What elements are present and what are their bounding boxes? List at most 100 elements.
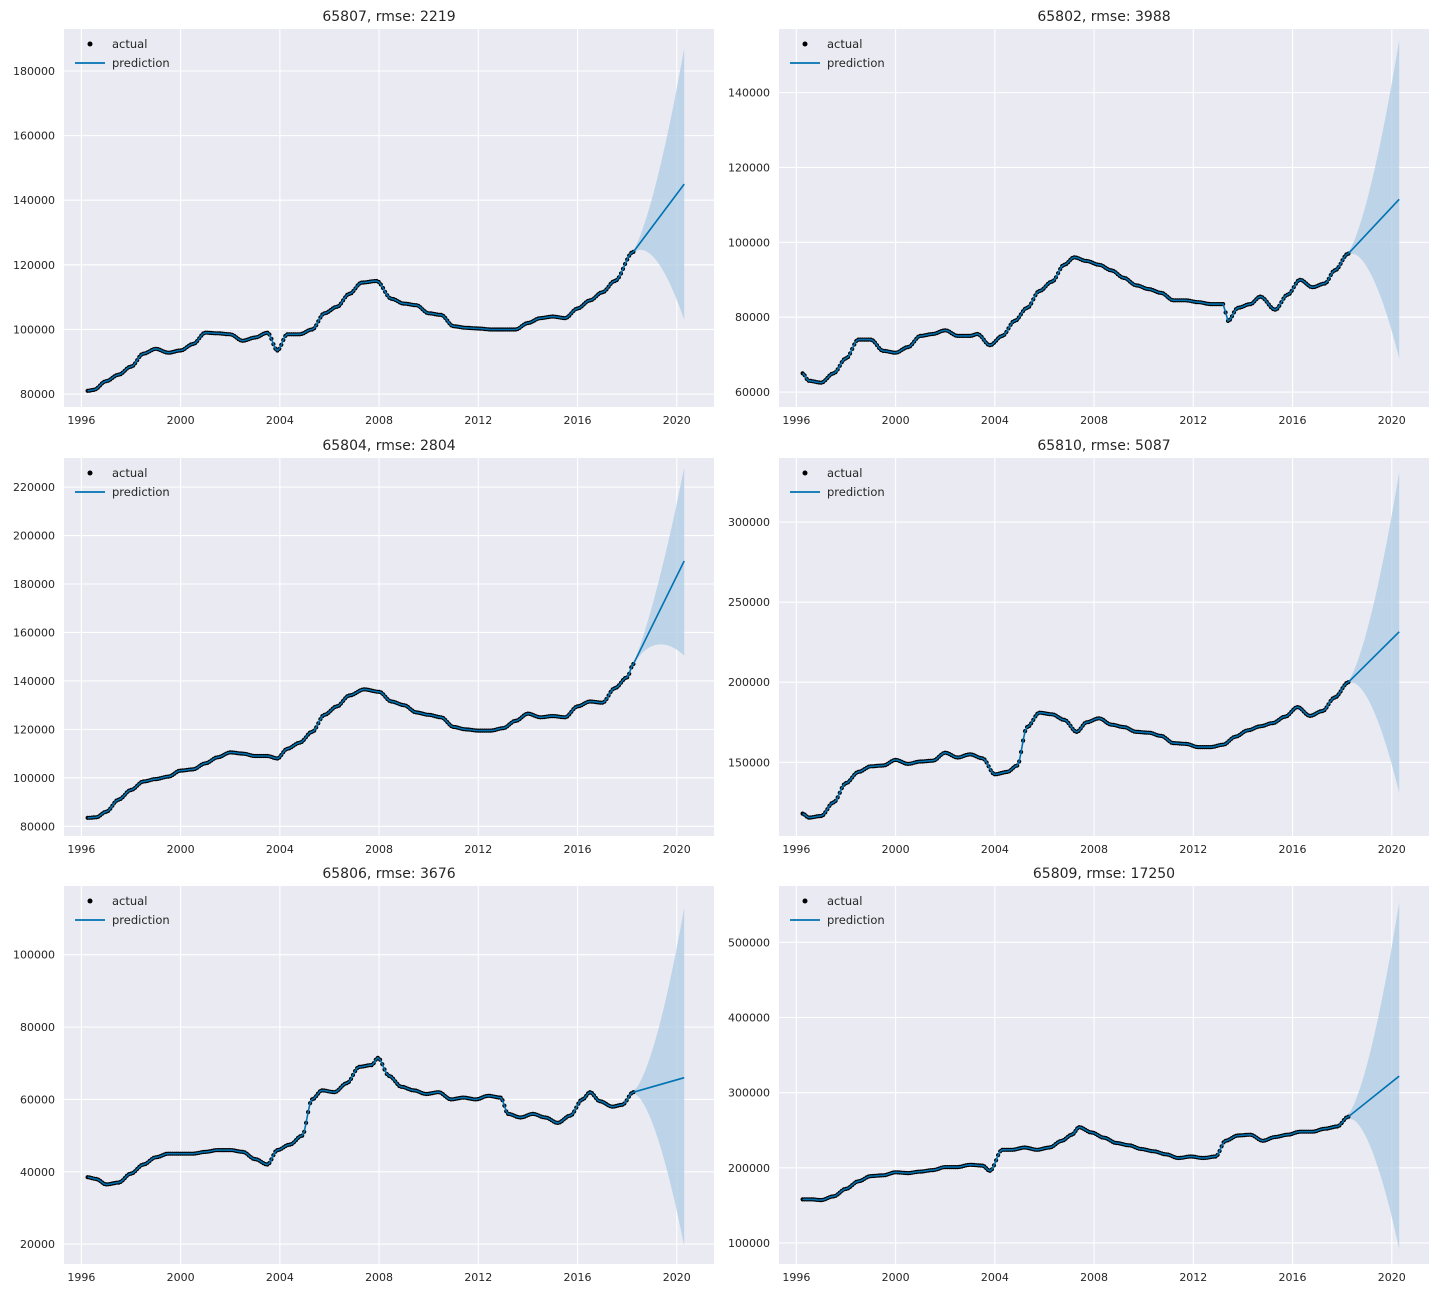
chart-panel: 1996 2000 2004 2008 2012 2016 2020 80000 100000 1… bbox=[13, 9, 714, 427]
y-tick-label: 300000 bbox=[728, 516, 770, 529]
legend-actual-marker bbox=[802, 470, 808, 476]
prediction-line bbox=[87, 1056, 685, 1186]
legend-prediction-label: prediction bbox=[112, 913, 170, 927]
y-tick-label: 80000 bbox=[735, 311, 770, 324]
x-tick-label: 2012 bbox=[464, 414, 492, 427]
legend: actual prediction bbox=[75, 466, 170, 499]
chart-title: 65804, rmse: 2804 bbox=[322, 438, 455, 454]
y-tick-label: 180000 bbox=[13, 578, 55, 591]
y-tick-label: 200000 bbox=[13, 530, 55, 543]
uncertainty-interval bbox=[633, 48, 685, 320]
y-tick-label: 120000 bbox=[13, 259, 55, 272]
x-tick-label: 1996 bbox=[782, 843, 810, 856]
y-tick-label: 140000 bbox=[13, 675, 55, 688]
prediction-line bbox=[802, 631, 1400, 819]
x-tick-label: 2020 bbox=[1378, 414, 1406, 427]
y-tick-label: 60000 bbox=[20, 1093, 55, 1106]
y-tick-label: 160000 bbox=[13, 130, 55, 143]
x-tick-label: 1996 bbox=[782, 1271, 810, 1284]
legend: actual prediction bbox=[75, 37, 170, 70]
y-tick-label: 160000 bbox=[13, 626, 55, 639]
x-tick-label: 2008 bbox=[365, 843, 393, 856]
x-tick-label: 2008 bbox=[1080, 843, 1108, 856]
plot-area bbox=[800, 902, 1400, 1249]
legend-actual-marker bbox=[87, 898, 93, 904]
chart-panel: 1996 2000 2004 2008 2012 2016 2020 60000 80000 10… bbox=[728, 9, 1429, 427]
x-tick-label: 2012 bbox=[1179, 843, 1207, 856]
x-tick-label: 2000 bbox=[882, 414, 910, 427]
x-tick-label: 1996 bbox=[782, 414, 810, 427]
plot-area bbox=[800, 472, 1400, 820]
x-tick-label: 2016 bbox=[564, 1271, 592, 1284]
x-tick-label: 2016 bbox=[1279, 1271, 1307, 1284]
x-tick-label: 1996 bbox=[67, 1271, 95, 1284]
x-tick-label: 2012 bbox=[1179, 1271, 1207, 1284]
plot-area bbox=[85, 907, 685, 1246]
x-tick-label: 2000 bbox=[167, 414, 195, 427]
legend-actual-label: actual bbox=[827, 37, 862, 51]
prediction-line bbox=[87, 560, 685, 819]
x-tick-label: 2016 bbox=[1279, 843, 1307, 856]
x-tick-label: 2020 bbox=[663, 414, 691, 427]
legend-prediction-label: prediction bbox=[112, 485, 170, 499]
legend-actual-marker bbox=[802, 898, 808, 904]
legend-prediction-label: prediction bbox=[827, 485, 885, 499]
y-tick-label: 100000 bbox=[728, 1237, 770, 1250]
x-tick-label: 2000 bbox=[167, 843, 195, 856]
legend: actual prediction bbox=[790, 37, 885, 70]
uncertainty-interval bbox=[633, 467, 685, 666]
x-tick-label: 2004 bbox=[266, 1271, 294, 1284]
legend-actual-label: actual bbox=[827, 894, 862, 908]
legend-actual-label: actual bbox=[112, 466, 147, 480]
chart-panel: 1996 2000 2004 2008 2012 2016 2020 20000 40000 60… bbox=[13, 866, 714, 1284]
y-tick-label: 40000 bbox=[20, 1166, 55, 1179]
x-tick-label: 2012 bbox=[464, 1271, 492, 1284]
x-tick-label: 2004 bbox=[266, 414, 294, 427]
chart-title: 65802, rmse: 3988 bbox=[1037, 9, 1170, 25]
y-tick-label: 100000 bbox=[728, 236, 770, 249]
legend: actual prediction bbox=[790, 466, 885, 499]
legend-actual-marker bbox=[87, 470, 93, 476]
x-tick-label: 2016 bbox=[564, 843, 592, 856]
chart-panel: 1996 2000 2004 2008 2012 2016 2020 80000 100000 1… bbox=[13, 438, 714, 856]
y-tick-label: 100000 bbox=[13, 949, 55, 962]
plot-background bbox=[64, 29, 714, 407]
chart-title: 65809, rmse: 17250 bbox=[1033, 866, 1175, 882]
y-tick-label: 500000 bbox=[728, 936, 770, 949]
y-tick-label: 120000 bbox=[728, 161, 770, 174]
legend-actual-marker bbox=[802, 41, 808, 47]
x-tick-label: 2008 bbox=[1080, 1271, 1108, 1284]
uncertainty-interval bbox=[633, 907, 685, 1246]
plot-area bbox=[85, 48, 685, 393]
prediction-line bbox=[802, 1075, 1400, 1201]
x-tick-label: 2000 bbox=[167, 1271, 195, 1284]
x-tick-label: 2020 bbox=[663, 1271, 691, 1284]
y-tick-label: 220000 bbox=[13, 481, 55, 494]
legend-actual-label: actual bbox=[827, 466, 862, 480]
y-tick-label: 80000 bbox=[20, 388, 55, 401]
x-tick-label: 2004 bbox=[266, 843, 294, 856]
plot-background bbox=[779, 886, 1429, 1264]
x-tick-label: 2020 bbox=[1378, 1271, 1406, 1284]
legend-actual-label: actual bbox=[112, 37, 147, 51]
x-tick-label: 2008 bbox=[365, 414, 393, 427]
x-tick-label: 1996 bbox=[67, 414, 95, 427]
y-tick-label: 180000 bbox=[13, 65, 55, 78]
plot-background bbox=[64, 458, 714, 836]
y-tick-label: 100000 bbox=[13, 772, 55, 785]
legend-actual-label: actual bbox=[112, 894, 147, 908]
uncertainty-interval bbox=[1348, 40, 1400, 359]
chart-title: 65807, rmse: 2219 bbox=[322, 9, 455, 25]
y-tick-label: 140000 bbox=[13, 194, 55, 207]
legend-prediction-label: prediction bbox=[827, 913, 885, 927]
y-tick-label: 200000 bbox=[728, 1162, 770, 1175]
x-tick-label: 2004 bbox=[981, 414, 1009, 427]
x-tick-label: 1996 bbox=[67, 843, 95, 856]
x-tick-label: 2016 bbox=[1279, 414, 1307, 427]
x-tick-label: 2008 bbox=[365, 1271, 393, 1284]
uncertainty-interval bbox=[1348, 902, 1400, 1249]
chart-panel: 1996 2000 2004 2008 2012 2016 2020 150000 200000… bbox=[728, 438, 1429, 856]
x-tick-label: 2012 bbox=[464, 843, 492, 856]
prediction-line bbox=[87, 183, 685, 392]
